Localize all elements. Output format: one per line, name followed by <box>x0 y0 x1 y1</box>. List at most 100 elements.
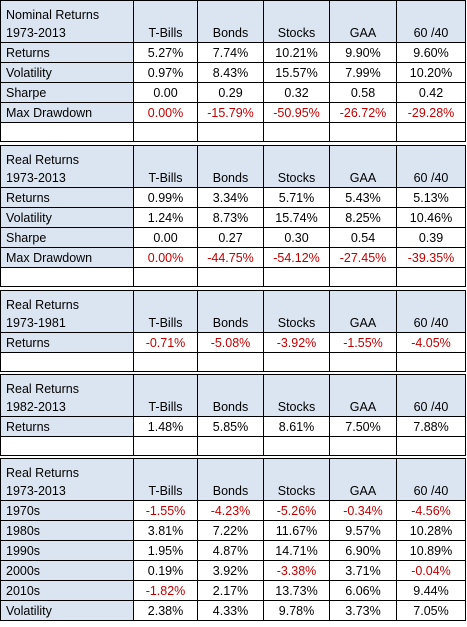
column-header-cell[interactable]: Stocks <box>264 23 330 43</box>
header-spacer-cell[interactable] <box>397 0 466 23</box>
blank-cell[interactable] <box>264 123 330 142</box>
value-cell[interactable]: 9.44% <box>397 581 466 601</box>
row-label-cell[interactable]: Max Drawdown <box>0 248 134 268</box>
value-cell[interactable]: 0.99% <box>134 188 198 208</box>
value-cell[interactable]: 0.39 <box>397 228 466 248</box>
column-header-cell[interactable]: Stocks <box>264 481 330 501</box>
value-cell[interactable]: 9.60% <box>397 43 466 63</box>
header-spacer-cell[interactable] <box>264 0 330 23</box>
value-cell[interactable]: 9.57% <box>330 521 397 541</box>
header-spacer-cell[interactable] <box>198 374 264 397</box>
column-header-cell[interactable]: GAA <box>330 168 397 188</box>
row-label-cell[interactable]: Max Drawdown <box>0 103 134 123</box>
value-cell[interactable]: 0.27 <box>198 228 264 248</box>
header-spacer-cell[interactable] <box>134 145 198 168</box>
value-cell[interactable]: 7.22% <box>198 521 264 541</box>
row-label-cell[interactable]: Returns <box>0 333 134 353</box>
value-cell[interactable]: -15.79% <box>198 103 264 123</box>
column-header-cell[interactable]: T-Bills <box>134 168 198 188</box>
value-cell[interactable]: 0.42 <box>397 83 466 103</box>
block-period-cell[interactable]: 1973-2013 <box>0 481 134 501</box>
value-cell[interactable]: -50.95% <box>264 103 330 123</box>
value-cell[interactable]: -1.82% <box>134 581 198 601</box>
column-header-cell[interactable]: Bonds <box>198 481 264 501</box>
value-cell[interactable]: 0.19% <box>134 561 198 581</box>
header-spacer-cell[interactable] <box>264 458 330 481</box>
blank-cell[interactable] <box>0 437 134 456</box>
header-spacer-cell[interactable] <box>134 290 198 313</box>
value-cell[interactable]: 8.43% <box>198 63 264 83</box>
value-cell[interactable]: 7.99% <box>330 63 397 83</box>
value-cell[interactable]: 5.13% <box>397 188 466 208</box>
column-header-cell[interactable]: 60 /40 <box>397 397 466 417</box>
header-spacer-cell[interactable] <box>397 290 466 313</box>
value-cell[interactable]: 0.00% <box>134 248 198 268</box>
block-title-cell[interactable]: Real Returns <box>0 145 134 168</box>
value-cell[interactable]: 5.85% <box>198 417 264 437</box>
blank-cell[interactable] <box>134 353 198 372</box>
column-header-cell[interactable]: Stocks <box>264 313 330 333</box>
value-cell[interactable]: 8.61% <box>264 417 330 437</box>
blank-cell[interactable] <box>134 123 198 142</box>
blank-cell[interactable] <box>330 123 397 142</box>
value-cell[interactable]: 6.06% <box>330 581 397 601</box>
blank-cell[interactable] <box>198 353 264 372</box>
block-title-cell[interactable]: Nominal Returns <box>0 0 134 23</box>
value-cell[interactable]: 10.20% <box>397 63 466 83</box>
header-spacer-cell[interactable] <box>397 458 466 481</box>
value-cell[interactable]: 3.71% <box>330 561 397 581</box>
row-label-cell[interactable]: 1990s <box>0 541 134 561</box>
row-label-cell[interactable]: 2000s <box>0 561 134 581</box>
value-cell[interactable]: -4.23% <box>198 501 264 521</box>
value-cell[interactable]: -0.04% <box>397 561 466 581</box>
value-cell[interactable]: 3.81% <box>134 521 198 541</box>
header-spacer-cell[interactable] <box>198 290 264 313</box>
row-label-cell[interactable]: Volatility <box>0 208 134 228</box>
column-header-cell[interactable]: Bonds <box>198 313 264 333</box>
value-cell[interactable]: 6.90% <box>330 541 397 561</box>
blank-cell[interactable] <box>397 123 466 142</box>
value-cell[interactable]: 5.27% <box>134 43 198 63</box>
value-cell[interactable]: 8.25% <box>330 208 397 228</box>
row-label-cell[interactable]: 1970s <box>0 501 134 521</box>
block-period-cell[interactable]: 1982-2013 <box>0 397 134 417</box>
value-cell[interactable]: 3.34% <box>198 188 264 208</box>
value-cell[interactable]: 2.17% <box>198 581 264 601</box>
column-header-cell[interactable]: Stocks <box>264 397 330 417</box>
blank-cell[interactable] <box>198 437 264 456</box>
blank-cell[interactable] <box>198 123 264 142</box>
value-cell[interactable]: 5.71% <box>264 188 330 208</box>
value-cell[interactable]: 10.46% <box>397 208 466 228</box>
blank-cell[interactable] <box>134 268 198 287</box>
value-cell[interactable]: 9.78% <box>264 601 330 621</box>
value-cell[interactable]: 8.73% <box>198 208 264 228</box>
blank-cell[interactable] <box>0 268 134 287</box>
value-cell[interactable]: -3.38% <box>264 561 330 581</box>
row-label-cell[interactable]: 1980s <box>0 521 134 541</box>
value-cell[interactable]: 0.00% <box>134 103 198 123</box>
row-label-cell[interactable]: Returns <box>0 188 134 208</box>
value-cell[interactable]: 7.74% <box>198 43 264 63</box>
header-spacer-cell[interactable] <box>397 145 466 168</box>
value-cell[interactable]: -29.28% <box>397 103 466 123</box>
block-period-cell[interactable]: 1973-1981 <box>0 313 134 333</box>
column-header-cell[interactable]: GAA <box>330 23 397 43</box>
blank-cell[interactable] <box>134 437 198 456</box>
blank-cell[interactable] <box>264 268 330 287</box>
value-cell[interactable]: 3.73% <box>330 601 397 621</box>
value-cell[interactable]: 0.32 <box>264 83 330 103</box>
column-header-cell[interactable]: GAA <box>330 397 397 417</box>
column-header-cell[interactable]: Bonds <box>198 168 264 188</box>
value-cell[interactable]: 14.71% <box>264 541 330 561</box>
value-cell[interactable]: -1.55% <box>330 333 397 353</box>
value-cell[interactable]: 0.00 <box>134 228 198 248</box>
header-spacer-cell[interactable] <box>198 458 264 481</box>
header-spacer-cell[interactable] <box>330 145 397 168</box>
row-label-cell[interactable]: 2010s <box>0 581 134 601</box>
column-header-cell[interactable]: T-Bills <box>134 397 198 417</box>
column-header-cell[interactable]: GAA <box>330 313 397 333</box>
value-cell[interactable]: 2.38% <box>134 601 198 621</box>
value-cell[interactable]: -0.34% <box>330 501 397 521</box>
row-label-cell[interactable]: Volatility <box>0 601 134 621</box>
row-label-cell[interactable]: Sharpe <box>0 228 134 248</box>
